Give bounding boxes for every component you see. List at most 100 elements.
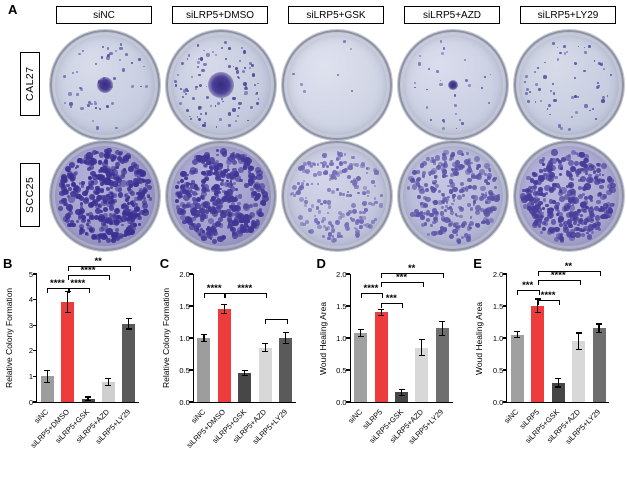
plot-area: 0.0 0.5 1.0 1.5 2.0 siNC siLRP5 siLRP5+GSK siLRP… xyxy=(493,261,610,446)
error-bar-cap xyxy=(596,332,603,334)
error-bar xyxy=(67,292,69,312)
y-tick-label: 1.0 xyxy=(492,333,504,343)
bar xyxy=(238,373,252,402)
y-tick-label: 4 xyxy=(28,295,33,305)
y-tick-label: 5 xyxy=(28,269,33,279)
error-bar-cap xyxy=(575,332,582,334)
error-bar-cap xyxy=(398,388,405,390)
colony-dish xyxy=(50,30,160,140)
y-tick-label: 0 xyxy=(28,397,33,407)
y-tick-label: 2.0 xyxy=(492,269,504,279)
cell-line-label: CAL27 xyxy=(20,52,40,116)
y-tick-label: 2 xyxy=(28,346,33,356)
chart-panel-b: B Relative Colony Formation 0 1 2 3 4 5 siNC siLR… xyxy=(0,256,157,502)
error-bar-cap xyxy=(262,343,269,345)
significance-stars: **** xyxy=(363,283,379,295)
significance-bracket xyxy=(537,299,561,305)
y-tick-mark xyxy=(189,273,194,275)
error-bar xyxy=(360,329,362,337)
significance-bracket xyxy=(360,293,384,299)
significance-stars: *** xyxy=(385,293,397,305)
error-bar xyxy=(400,389,403,395)
bar xyxy=(354,332,368,402)
error-bar-cap xyxy=(125,318,132,320)
y-tick-label: 3 xyxy=(28,320,33,330)
bar xyxy=(217,309,231,402)
y-tick-mark xyxy=(346,273,350,275)
error-bar xyxy=(87,397,89,401)
y-tick-label: 1.5 xyxy=(492,301,504,311)
y-tick-label: 0.0 xyxy=(336,397,347,407)
y-tick-mark xyxy=(32,401,37,403)
colony-dish xyxy=(166,30,276,140)
error-bar-cap xyxy=(282,342,289,345)
y-tick-label: 1.5 xyxy=(336,301,347,311)
error-bar xyxy=(421,339,423,356)
error-bar xyxy=(264,344,266,351)
bar xyxy=(531,306,545,402)
error-bar-cap xyxy=(514,337,521,339)
y-tick-mark xyxy=(502,273,507,275)
panel-a: A siNC siLRP5+DMSO siLRP5+GSK siLRP5+AZD siL… xyxy=(8,2,626,251)
y-tick-label: 1.5 xyxy=(179,301,190,311)
significance-bracket xyxy=(517,290,540,295)
colony-dish xyxy=(50,141,160,251)
y-tick-label: 1 xyxy=(28,371,33,381)
y-tick-label: 0.5 xyxy=(492,365,504,375)
y-tick-mark xyxy=(502,401,507,403)
y-tick-mark xyxy=(189,401,194,403)
error-bar xyxy=(244,371,246,376)
chart-panel-e: E Woud Healing Area 0.0 0.5 1.0 1.5 2.0 siNC siL… xyxy=(470,256,627,502)
error-bar-cap xyxy=(514,331,521,333)
bar xyxy=(101,382,115,402)
error-bar-cap xyxy=(418,355,425,357)
condition-headers: siNC siLRP5+DMSO siLRP5+GSK siLRP5+AZD siLRP… xyxy=(46,6,626,24)
error-bar-cap xyxy=(64,311,71,313)
plot-area: 0.0 0.5 1.0 1.5 2.0 siNC siLRP5+DMSO siLRP5+GSK… xyxy=(179,270,296,450)
error-bar-cap xyxy=(105,384,112,387)
significance-stars: *** xyxy=(395,272,408,284)
cell-line-label: SCC25 xyxy=(20,163,40,227)
y-tick-label: 0.5 xyxy=(179,365,190,375)
colony-dish xyxy=(514,141,624,251)
significance-bracket xyxy=(67,288,90,294)
y-tick-mark xyxy=(502,337,507,339)
condition-header: siLRP5+GSK xyxy=(288,6,384,24)
bar xyxy=(197,338,211,402)
significance-stars: **** xyxy=(49,278,65,290)
error-bar xyxy=(598,324,600,333)
y-tick-mark xyxy=(32,273,37,275)
bar xyxy=(572,341,586,402)
colony-dish xyxy=(282,141,392,251)
error-bar-cap xyxy=(105,377,112,379)
error-bar-cap xyxy=(44,369,51,371)
error-bar-cap xyxy=(398,394,405,396)
y-tick-label: 0.5 xyxy=(336,365,347,375)
chart-panel-c: C Relative Colony Formation 0.0 0.5 1.0 1.5 2.… xyxy=(157,256,314,502)
significance-stars: **** xyxy=(80,265,96,277)
bar xyxy=(415,347,429,402)
bar xyxy=(279,338,293,402)
error-bar-cap xyxy=(575,348,582,350)
error-bar-cap xyxy=(555,386,562,388)
panel-label-e: E xyxy=(473,256,482,271)
y-tick-mark xyxy=(346,305,350,307)
error-bar-cap xyxy=(200,333,207,335)
bar xyxy=(592,328,606,402)
bar xyxy=(61,302,75,402)
y-tick-mark xyxy=(502,305,507,307)
significance-bracket xyxy=(381,282,424,288)
error-bar xyxy=(441,322,443,335)
bar xyxy=(374,312,388,402)
error-bar-cap xyxy=(534,298,541,300)
error-bar-cap xyxy=(125,328,132,330)
error-bar xyxy=(284,332,287,344)
colony-dish xyxy=(282,30,392,140)
significance-bracket xyxy=(47,288,70,294)
condition-header: siLRP5+DMSO xyxy=(172,6,268,24)
y-tick-mark xyxy=(32,375,37,377)
significance-stars: ** xyxy=(407,262,416,274)
error-bar-cap xyxy=(221,304,228,306)
error-bar xyxy=(203,334,205,342)
error-bar-cap xyxy=(282,331,289,333)
